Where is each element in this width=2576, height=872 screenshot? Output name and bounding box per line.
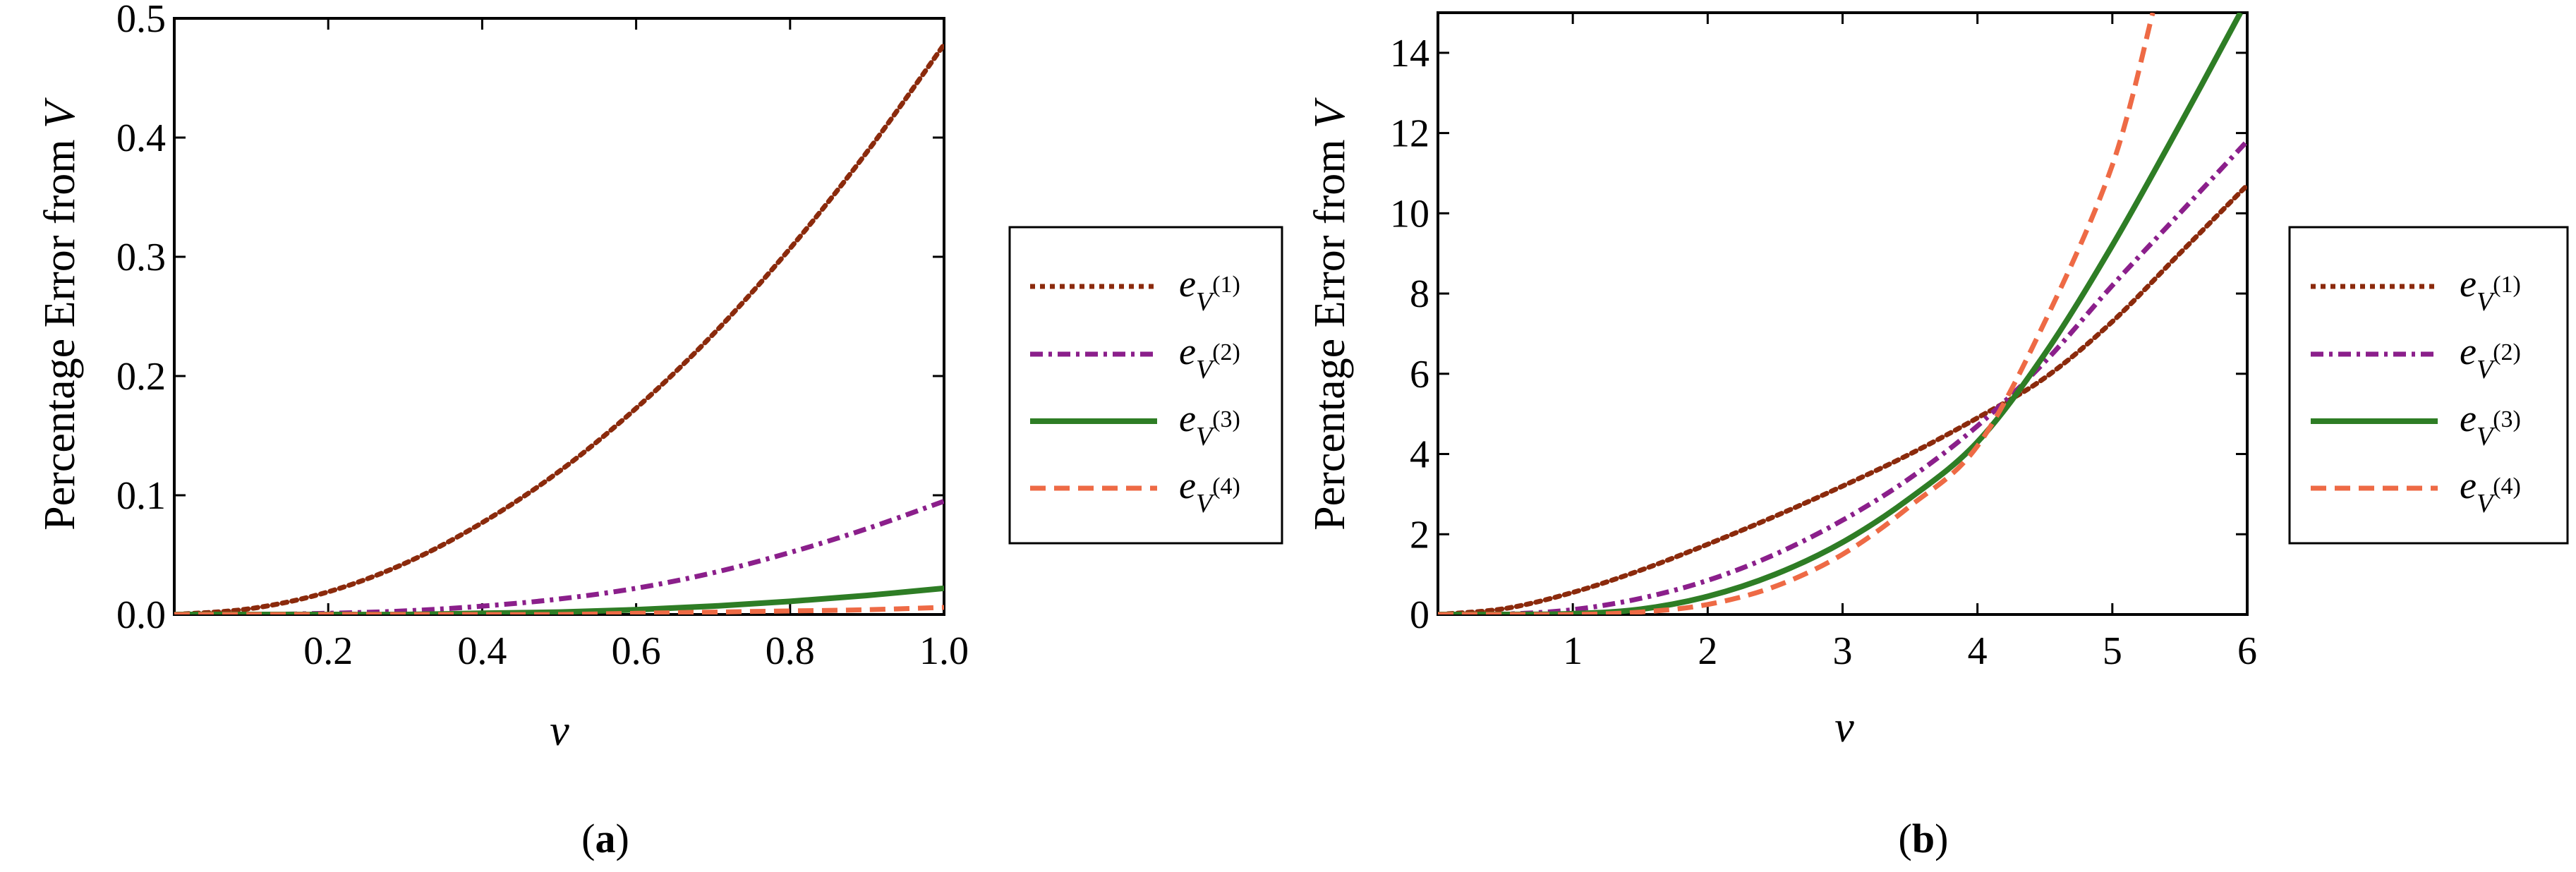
panel-b-ticks xyxy=(1438,13,2249,616)
y-tick-label: 6 xyxy=(1410,353,1429,396)
y-tick-label: 8 xyxy=(1410,272,1429,316)
series-line-s1 xyxy=(174,42,944,614)
panel-a-plot-frame xyxy=(173,17,945,616)
y-tick-label: 0.0 xyxy=(116,593,166,637)
legend-label-s3: eV(3) xyxy=(1179,397,1240,452)
legend-label-s4: eV(4) xyxy=(1179,464,1240,519)
legend-label-s4: eV(4) xyxy=(2460,464,2521,519)
y-tick-label: 12 xyxy=(1390,112,1429,156)
y-tick-label: 0.4 xyxy=(116,116,166,160)
x-tick-label: 2 xyxy=(1698,629,1717,673)
x-tick-label: 3 xyxy=(1833,629,1853,673)
y-tick-label: 10 xyxy=(1390,192,1429,236)
x-tick-label: 0.8 xyxy=(766,629,815,673)
y-tick-label: 0.3 xyxy=(116,236,166,279)
x-tick-label: 0.2 xyxy=(303,629,353,673)
y-tick-label: 0.1 xyxy=(116,474,166,518)
panel-b-series xyxy=(1438,13,2247,614)
x-tick-label: 1.0 xyxy=(919,629,969,673)
legend-label-s1: eV(1) xyxy=(2460,262,2521,317)
legend-label-s1: eV(1) xyxy=(1179,262,1240,317)
y-tick-label: 0 xyxy=(1410,593,1429,637)
panel-a-label: (a) xyxy=(581,816,629,861)
panel-b-plot-frame xyxy=(1437,11,2249,616)
x-tick-label: 0.4 xyxy=(457,629,507,673)
panel-a-ticks xyxy=(174,17,945,616)
legend-label-s3: eV(3) xyxy=(2460,397,2521,452)
panel-b-label: (b) xyxy=(1899,816,1949,861)
y-tick-label: 14 xyxy=(1390,32,1429,75)
series-line-s4 xyxy=(1438,13,2155,614)
series-line-s4 xyxy=(174,605,944,614)
y-tick-label: 0.5 xyxy=(116,0,166,41)
x-tick-label: 1 xyxy=(1563,629,1583,673)
series-line-s2 xyxy=(1438,139,2247,614)
panel-a-legend-box xyxy=(1008,226,1283,545)
x-tick-label: 6 xyxy=(2237,629,2257,673)
panel-a-series xyxy=(174,42,944,614)
panel-b-y-axis-title: Percentage Error from V xyxy=(1306,97,1354,531)
legend-label-s2: eV(2) xyxy=(2460,330,2521,384)
y-tick-label: 4 xyxy=(1410,433,1429,477)
x-tick-label: 0.6 xyxy=(612,629,661,673)
x-tick-label: 4 xyxy=(1968,629,1988,673)
panel-a-y-axis-title: Percentage Error from V xyxy=(36,97,84,531)
panel-a-legend: eV(1) eV(2) eV(3) eV(4) xyxy=(1008,226,1283,545)
panel-b-x-axis-title: ν xyxy=(1834,703,1854,751)
panel-a: 0.2 0.4 0.6 0.8 1.0 0.0 0.1 0.2 0.3 0.4 0.5 Percen… xyxy=(36,0,1283,861)
panel-a-tick-labels: 0.2 0.4 0.6 0.8 1.0 0.0 0.1 0.2 0.3 0.4 0.5 xyxy=(116,0,969,673)
y-tick-label: 2 xyxy=(1410,513,1429,557)
panel-a-x-axis-title: ν xyxy=(550,707,569,755)
series-line-s1 xyxy=(1438,183,2247,614)
y-tick-label: 0.2 xyxy=(116,355,166,399)
panel-b-legend: eV(1) eV(2) eV(3) eV(4) xyxy=(2288,226,2569,545)
panel-b-legend-box xyxy=(2288,226,2569,545)
legend-label-s2: eV(2) xyxy=(1179,330,1240,384)
x-tick-label: 5 xyxy=(2103,629,2122,673)
